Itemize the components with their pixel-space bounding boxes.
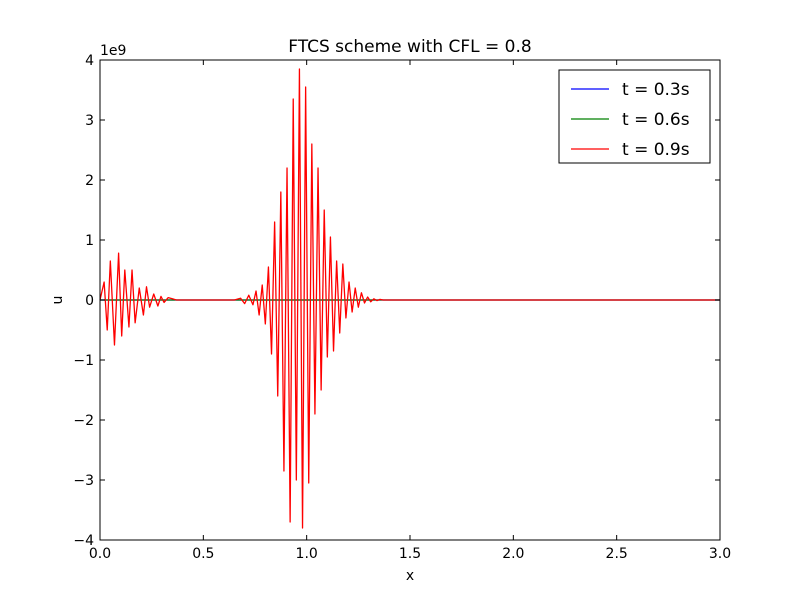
y-tick-label: −1 bbox=[73, 353, 94, 369]
legend-label: t = 0.9s bbox=[622, 140, 690, 160]
x-tick-label: 2.5 bbox=[606, 546, 628, 562]
x-axis-label: x bbox=[406, 568, 414, 584]
y-tick-label: 4 bbox=[85, 53, 94, 69]
y-tick-label: −4 bbox=[73, 533, 94, 549]
x-tick-label: 0.0 bbox=[89, 546, 111, 562]
ticks-layer: 0.0 0.5 1.0 1.5 2.0 2.5 3.0 −4 −3 −2 −1 0 1 2 3 4 bbox=[73, 53, 731, 562]
x-tick-label: 0.5 bbox=[192, 546, 214, 562]
y-tick-label: 3 bbox=[85, 113, 94, 129]
y-tick-label: 1 bbox=[85, 233, 94, 249]
y-multiplier-label: 1e9 bbox=[100, 43, 126, 59]
legend-label: t = 0.6s bbox=[622, 110, 690, 130]
y-tick-label: 2 bbox=[85, 173, 94, 189]
series-layer bbox=[99, 68, 720, 529]
x-tick-label: 3.0 bbox=[709, 546, 731, 562]
legend-label: t = 0.3s bbox=[622, 80, 690, 100]
x-tick-label: 1.5 bbox=[399, 546, 421, 562]
x-tick-label: 2.0 bbox=[502, 546, 524, 562]
x-tick-label: 1.0 bbox=[296, 546, 318, 562]
y-tick-label: −3 bbox=[73, 473, 94, 489]
legend-box bbox=[558, 69, 711, 164]
series-line-3 bbox=[99, 68, 720, 529]
y-tick-label: −2 bbox=[73, 413, 94, 429]
chart-title: FTCS scheme with CFL = 0.8 bbox=[288, 37, 531, 57]
legend: t = 0.3s t = 0.6s t = 0.9s bbox=[558, 69, 711, 164]
plot-frame bbox=[99, 59, 721, 541]
y-axis-label: u bbox=[50, 296, 66, 305]
y-tick-label: 0 bbox=[85, 293, 94, 309]
